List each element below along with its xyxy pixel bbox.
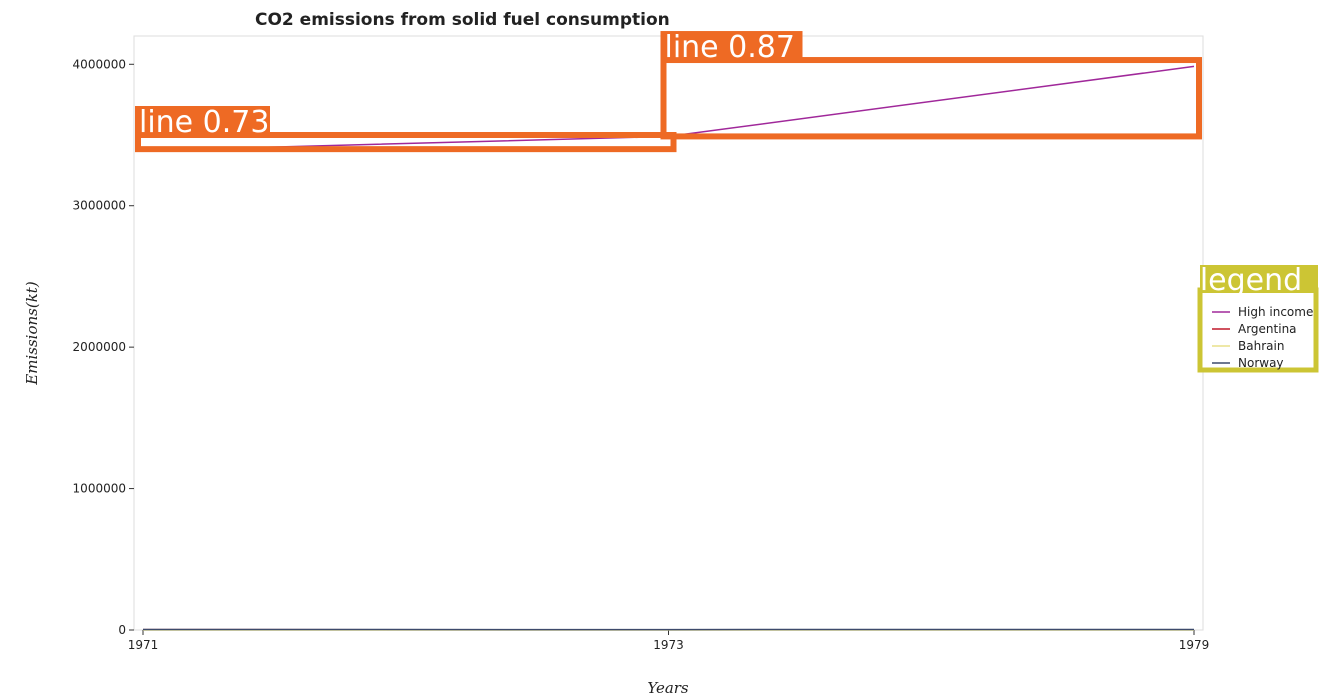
y-tick-label: 0 (118, 623, 126, 637)
legend-entry-label: Norway (1238, 356, 1284, 370)
legend-title-bg (1200, 265, 1318, 293)
y-tick-label: 2000000 (73, 340, 126, 354)
legend-entry-label: Argentina (1238, 322, 1297, 336)
y-tick-label: 3000000 (73, 199, 126, 213)
legend-entries: High income Argentina Bahrain Norway (1212, 305, 1313, 370)
x-tick-label: 1979 (1179, 638, 1210, 652)
legend-entry-label: Bahrain (1238, 339, 1284, 353)
chart-title: CO2 emissions from solid fuel consumptio… (255, 10, 670, 30)
annotation-label: line 0.87 (665, 30, 795, 65)
y-tick-label: 1000000 (73, 482, 126, 496)
annotation-label-bg (660, 31, 803, 61)
x-tick-label: 1973 (653, 638, 684, 652)
y-axis: 0 1000000 2000000 3000000 4000000 (73, 57, 134, 637)
legend-entry-label: High income (1238, 305, 1313, 319)
plot-area (133, 35, 1204, 631)
annotations: line 0.73 line 0.87 (135, 30, 1202, 153)
annotation-label-bg (135, 106, 270, 135)
x-axis: 1971 1973 1979 (128, 630, 1210, 652)
annotation-box (660, 57, 1202, 140)
x-axis-label: Years (647, 679, 689, 697)
y-tick-label: 4000000 (73, 57, 126, 71)
legend: legend High income Argentina Bahrain Norway (1197, 263, 1319, 373)
legend-title: legend (1200, 263, 1302, 298)
annotation-label: line 0.73 (139, 105, 269, 140)
y-axis-label: Emissions(kt) (23, 281, 41, 386)
annotation-box (135, 132, 677, 153)
x-tick-label: 1971 (128, 638, 159, 652)
